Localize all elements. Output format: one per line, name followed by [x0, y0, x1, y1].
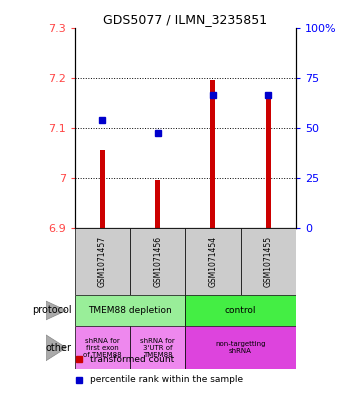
Text: GSM1071457: GSM1071457	[98, 236, 107, 287]
Text: transformed count: transformed count	[90, 354, 174, 364]
Text: GSM1071456: GSM1071456	[153, 236, 162, 287]
Polygon shape	[46, 335, 66, 361]
Text: protocol: protocol	[32, 305, 71, 316]
Bar	[75, 295, 185, 326]
Bar	[185, 326, 296, 369]
Text: control: control	[225, 306, 256, 315]
Text: TMEM88 depletion: TMEM88 depletion	[88, 306, 172, 315]
Bar	[155, 180, 160, 228]
Text: GSM1071454: GSM1071454	[208, 236, 217, 287]
Bar	[75, 326, 130, 369]
Text: shRNA for
first exon
of TMEM88: shRNA for first exon of TMEM88	[83, 338, 122, 358]
Bar	[130, 228, 185, 295]
Bar	[100, 150, 105, 228]
Bar	[185, 295, 296, 326]
Bar	[241, 228, 296, 295]
Text: non-targetting
shRNA: non-targetting shRNA	[215, 341, 266, 354]
Bar	[185, 228, 241, 295]
Text: other: other	[46, 343, 71, 353]
Title: GDS5077 / ILMN_3235851: GDS5077 / ILMN_3235851	[103, 13, 267, 26]
Bar	[266, 95, 271, 228]
Polygon shape	[46, 301, 66, 320]
Bar	[130, 326, 185, 369]
Text: percentile rank within the sample: percentile rank within the sample	[90, 375, 243, 384]
Text: GSM1071455: GSM1071455	[264, 236, 273, 287]
Bar	[75, 228, 130, 295]
Text: shRNA for
3'UTR of
TMEM88: shRNA for 3'UTR of TMEM88	[140, 338, 175, 358]
Bar	[210, 80, 216, 228]
